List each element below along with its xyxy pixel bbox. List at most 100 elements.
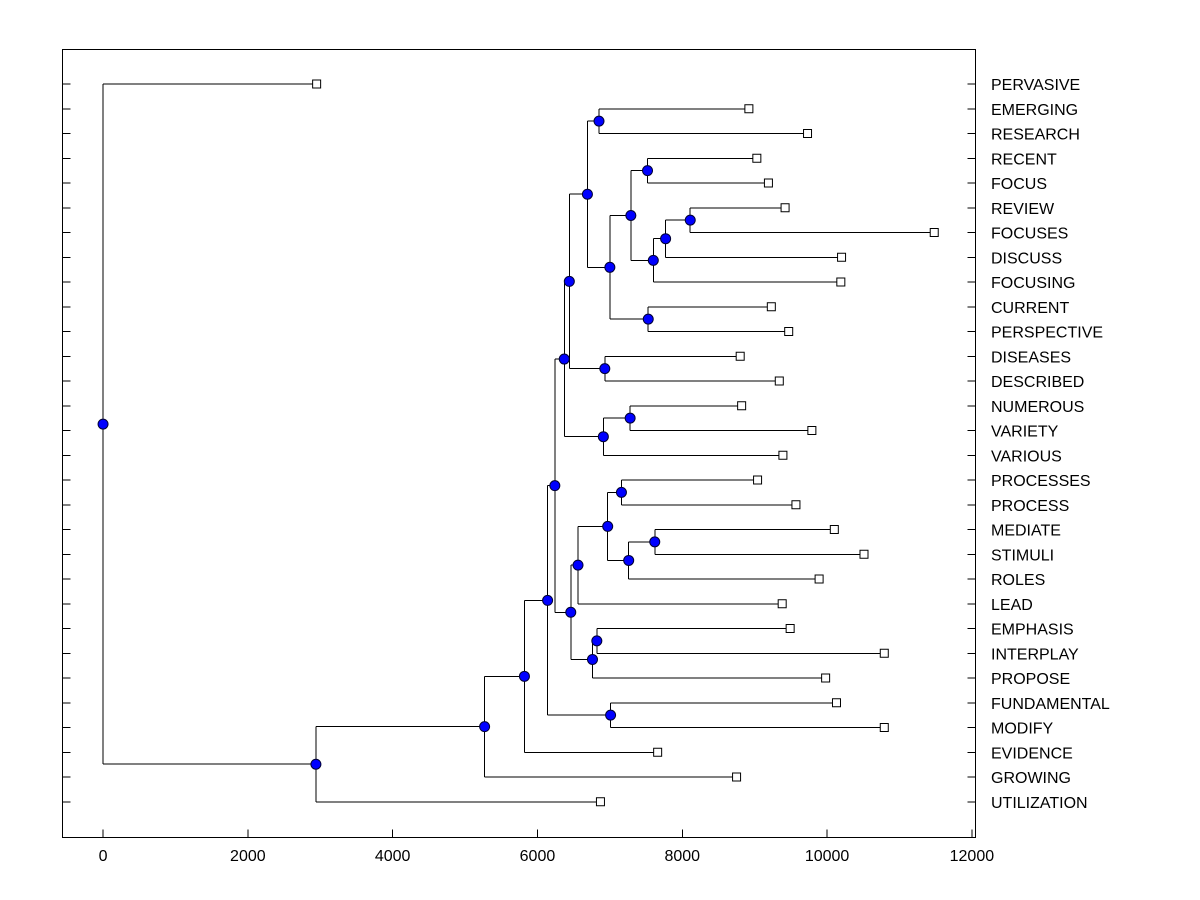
leaf-label-current: CURRENT bbox=[991, 300, 1069, 317]
merge-node-n16 bbox=[649, 536, 661, 548]
leaf-marker-propose bbox=[821, 673, 831, 683]
merge-node-n24 bbox=[605, 709, 617, 721]
merge-node-n18 bbox=[602, 520, 614, 532]
branch-lines bbox=[102, 83, 935, 803]
merge-node-n9 bbox=[581, 188, 593, 200]
leaf-marker-discuss bbox=[837, 252, 847, 262]
merge-node-n29 bbox=[97, 418, 109, 430]
merge-node-n3 bbox=[684, 214, 696, 226]
merge-node-n12 bbox=[624, 412, 636, 424]
x-tick-label-10000: 10000 bbox=[805, 848, 850, 865]
leaf-marker-emphasis bbox=[785, 624, 795, 633]
leaf-marker-fundamental bbox=[831, 698, 841, 708]
leaf-labels: PERVASIVE EMERGING RESEARCH RECENT FOCUS REVI… bbox=[991, 77, 1110, 812]
leaf-label-evidence: EVIDENCE bbox=[991, 745, 1073, 762]
leaf-label-emerging: EMERGING bbox=[991, 102, 1078, 119]
leaf-label-focusing: FOCUSING bbox=[991, 275, 1075, 292]
leaf-marker-interplay bbox=[879, 648, 889, 658]
leaf-marker-described bbox=[774, 376, 784, 386]
leaf-marker-processes bbox=[753, 475, 763, 485]
merge-node-n6 bbox=[625, 209, 637, 221]
leaf-marker-diseases bbox=[735, 351, 745, 361]
merge-node-n28 bbox=[310, 758, 322, 770]
x-tick-label-12000: 12000 bbox=[950, 848, 995, 865]
leaf-label-fundamental: FUNDAMENTAL bbox=[991, 696, 1110, 713]
leaf-label-emphasis: EMPHASIS bbox=[991, 622, 1074, 639]
leaf-label-research: RESEARCH bbox=[991, 127, 1080, 144]
leaf-marker-review bbox=[780, 203, 790, 213]
merge-node-n21 bbox=[586, 653, 598, 665]
leaf-marker-current bbox=[766, 302, 776, 312]
leaf-marker-variety bbox=[807, 426, 817, 435]
leaf-marker-roles bbox=[814, 574, 824, 584]
merge-node-n8 bbox=[604, 261, 616, 273]
leaf-marker-focuses bbox=[929, 228, 939, 237]
row-ticks bbox=[62, 83, 976, 803]
merge-node-n1 bbox=[593, 115, 605, 127]
leaf-marker-perspective bbox=[784, 327, 794, 336]
leaf-label-described: DESCRIBED bbox=[991, 374, 1084, 391]
leaf-marker-various bbox=[778, 450, 788, 460]
merge-node-n20 bbox=[591, 635, 603, 647]
leaf-label-roles: ROLES bbox=[991, 572, 1045, 589]
leaf-label-variety: VARIETY bbox=[991, 424, 1059, 441]
merge-node-n2 bbox=[642, 165, 654, 177]
merge-node-n14 bbox=[558, 353, 570, 365]
leaf-marker-recent bbox=[752, 153, 762, 163]
leaf-label-recent: RECENT bbox=[991, 151, 1057, 168]
leaf-label-focus: FOCUS bbox=[991, 176, 1047, 193]
leaf-label-processes: PROCESSES bbox=[991, 473, 1091, 490]
leaf-marker-modify bbox=[879, 723, 889, 732]
leaf-label-process: PROCESS bbox=[991, 498, 1069, 515]
plot-frame bbox=[62, 49, 976, 838]
leaf-marker-process bbox=[791, 500, 801, 510]
leaf-label-review: REVIEW bbox=[991, 201, 1055, 218]
leaf-marker-lead bbox=[777, 599, 787, 609]
leaf-label-modify: MODIFY bbox=[991, 721, 1054, 738]
leaf-label-pervasive: PERVASIVE bbox=[991, 77, 1080, 94]
leaf-marker-utilization bbox=[595, 797, 605, 807]
merge-node-n7 bbox=[642, 313, 654, 325]
leaf-marker-pervasive bbox=[312, 79, 322, 89]
leaf-label-lead: LEAD bbox=[991, 597, 1033, 614]
merge-node-n22 bbox=[565, 606, 577, 618]
merge-node-n13 bbox=[597, 431, 609, 443]
leaf-label-stimuli: STIMULI bbox=[991, 547, 1054, 564]
x-axis: 0 2000 4000 6000 8000 10000 12000 bbox=[99, 829, 995, 865]
leaf-label-diseases: DISEASES bbox=[991, 349, 1071, 366]
x-tick-label-6000: 6000 bbox=[520, 848, 556, 865]
merge-node-n27 bbox=[479, 721, 491, 733]
merge-node-n4 bbox=[660, 233, 672, 245]
leaf-marker-stimuli bbox=[859, 549, 869, 559]
leaf-marker-evidence bbox=[653, 747, 663, 757]
merge-node-n23 bbox=[549, 480, 561, 492]
leaf-marker-emerging bbox=[744, 104, 754, 114]
x-tick-label-2000: 2000 bbox=[230, 848, 266, 865]
leaf-marker-mediate bbox=[829, 525, 839, 534]
leaf-label-growing: GROWING bbox=[991, 770, 1071, 787]
merge-node-n15 bbox=[615, 486, 627, 498]
leaf-markers bbox=[312, 79, 939, 807]
merge-node-n5 bbox=[647, 254, 659, 266]
leaf-label-interplay: INTERPLAY bbox=[991, 646, 1079, 663]
leaf-marker-research bbox=[803, 129, 813, 138]
leaf-label-various: VARIOUS bbox=[991, 448, 1062, 465]
x-tick-label-8000: 8000 bbox=[664, 848, 700, 865]
merge-node-n17 bbox=[623, 554, 635, 566]
merge-node-n11 bbox=[563, 275, 575, 287]
leaf-label-utilization: UTILIZATION bbox=[991, 795, 1088, 812]
merge-markers bbox=[97, 115, 696, 770]
leaf-marker-focusing bbox=[836, 277, 846, 287]
leaf-label-discuss: DISCUSS bbox=[991, 250, 1062, 267]
leaf-label-propose: PROPOSE bbox=[991, 671, 1070, 688]
leaf-marker-growing bbox=[732, 772, 742, 782]
leaf-marker-focus bbox=[763, 178, 773, 188]
x-tick-label-0: 0 bbox=[99, 848, 108, 865]
leaf-marker-numerous bbox=[737, 401, 747, 411]
merge-node-n19 bbox=[572, 559, 584, 571]
x-tick-label-4000: 4000 bbox=[375, 848, 411, 865]
leaf-label-mediate: MEDIATE bbox=[991, 523, 1061, 540]
leaf-label-numerous: NUMEROUS bbox=[991, 399, 1084, 416]
merge-node-n26 bbox=[518, 670, 530, 682]
